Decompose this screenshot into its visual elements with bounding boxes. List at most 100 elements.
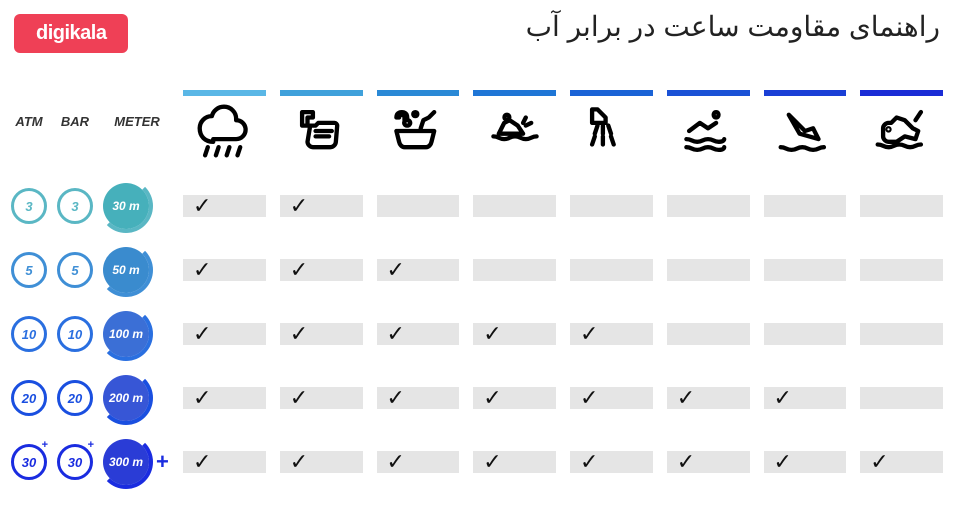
check-cells: ✓✓✓✓✓✓✓✓ [176,451,950,473]
table-row: 5550 m✓✓✓ [6,238,950,302]
cell-box: ✓ [183,323,266,345]
check-icon: ✓ [290,451,308,473]
cell-box: ✓ [280,387,363,409]
header-bar: BAR [52,114,98,129]
cell-box [860,195,943,217]
cell-box [667,259,750,281]
check-icon: ✓ [483,323,501,345]
check-icon: ✓ [677,451,695,473]
check-cell: ✓ [563,387,660,409]
check-icon: ✓ [387,259,405,281]
cell-box [473,259,556,281]
check-cell [853,259,950,281]
check-cell: ✓ [176,195,273,217]
cell-box: ✓ [183,259,266,281]
check-cell: ✓ [176,451,273,473]
check-icon: ✓ [193,451,211,473]
table-row: 1010100 m ✓ ✓ ✓ ✓ ✓ [6,302,950,366]
check-icon: ✓ [870,451,888,473]
cell-box [860,259,943,281]
check-cell: ✓ [176,387,273,409]
cell-box [860,387,943,409]
cell-box [764,259,847,281]
check-cell: ✓ [563,451,660,473]
measures: 1010100 m [6,311,176,357]
cell-box [570,259,653,281]
check-cells: ✓ ✓ ✓ ✓ ✓ [176,323,950,345]
check-cell: ✓ [370,323,467,345]
jetski-icon [473,96,556,158]
check-cell [660,259,757,281]
cell-box: ✓ [667,451,750,473]
activity-headers [176,90,950,158]
bathing-icon [377,96,460,158]
page-title: راهنمای مقاومت ساعت در برابر آب [526,10,940,43]
cell-box [764,195,847,217]
cell-box: ✓ [570,387,653,409]
check-cell: ✓ [370,387,467,409]
check-icon: ✓ [193,259,211,281]
check-cell [757,195,854,217]
check-icon: ✓ [387,323,405,345]
table-row: 3030300 m+✓✓✓✓✓✓✓✓ [6,430,950,494]
measures: 2020200 m [6,375,176,421]
plus-indicator: + [156,449,169,475]
check-icon: ✓ [290,323,308,345]
check-cell: ✓ [273,259,370,281]
check-cell: ✓ [370,259,467,281]
check-cells: ✓✓ [176,195,950,217]
rain-icon [183,96,266,158]
table-row: 2020200 m✓✓✓✓✓✓✓ [6,366,950,430]
cell-box: ✓ [377,387,460,409]
check-icon: ✓ [774,451,792,473]
check-cell: ✓ [757,451,854,473]
check-cell: ✓ [273,195,370,217]
check-cell: ✓ [273,451,370,473]
check-cell: ✓ [660,387,757,409]
cell-box: ✓ [377,451,460,473]
measures: 3330 m [6,183,176,229]
check-cell: ✓ [563,323,660,345]
logo-badge: digikala [14,14,128,53]
cell-box: ✓ [473,387,556,409]
cell-box: ✓ [764,451,847,473]
activity-col-jetski [466,90,563,158]
atm-value: 20 [11,380,47,416]
bar-value: 20 [57,380,93,416]
unit-headers: ATM BAR METER [6,114,176,135]
check-cell: ✓ [176,259,273,281]
header-meter: METER [98,114,176,129]
cell-box: ✓ [280,323,363,345]
diving-icon [764,96,847,158]
check-cell [660,195,757,217]
check-icon: ✓ [387,387,405,409]
check-cell [757,259,854,281]
check-cell [370,195,467,217]
cell-box: ✓ [860,451,943,473]
check-icon: ✓ [677,387,695,409]
cell-box: ✓ [764,387,847,409]
cell-box: ✓ [570,451,653,473]
check-icon: ✓ [193,387,211,409]
cell-box: ✓ [377,323,460,345]
meter-value: 30 m [103,183,149,229]
cell-box [764,323,847,345]
check-cell: ✓ [466,323,563,345]
check-icon: ✓ [580,323,598,345]
cell-box [570,195,653,217]
check-cell: ✓ [757,387,854,409]
check-cell [466,195,563,217]
cell-box [377,195,460,217]
bar-value: 3 [57,188,93,224]
shower-icon [570,96,653,158]
cell-box: ✓ [183,387,266,409]
check-icon: ✓ [483,387,501,409]
check-cell: ✓ [660,451,757,473]
activity-col-shower [563,90,660,158]
check-icon: ✓ [290,195,308,217]
bar-value: 5 [57,252,93,288]
check-cells: ✓ ✓ ✓ [176,259,950,281]
activity-col-diving [757,90,854,158]
scuba-icon [860,96,943,158]
cell-box: ✓ [183,195,266,217]
